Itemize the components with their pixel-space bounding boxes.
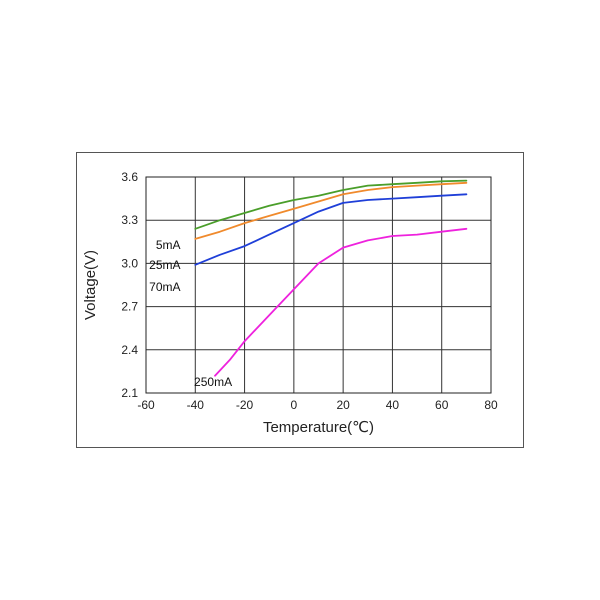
y-tick-label: 3.0 xyxy=(121,256,138,270)
x-tick-label: 20 xyxy=(336,398,350,412)
x-tick-label: -20 xyxy=(236,398,254,412)
line-chart: -60 -40 -20 0 20 40 60 80 2.1 2.4 2.7 3.0 3.3 3.6 5mA… xyxy=(82,170,498,436)
gridlines xyxy=(146,177,491,393)
tick-labels: -60 -40 -20 0 20 40 60 80 2.1 2.4 2.7 3.0 3.3 3.6 xyxy=(121,170,498,412)
y-tick-label: 3.3 xyxy=(121,213,138,227)
series-label-5ma: 5mA xyxy=(156,238,181,252)
x-tick-label: -40 xyxy=(187,398,205,412)
x-tick-label: -60 xyxy=(137,398,155,412)
series-line-25ma xyxy=(194,181,468,240)
series-label-70ma: 70mA xyxy=(149,280,180,294)
series-label-25ma: 25mA xyxy=(149,258,180,272)
series-line-250ma xyxy=(214,227,468,377)
series-line-70ma xyxy=(194,193,468,266)
y-tick-label: 2.1 xyxy=(121,386,138,400)
x-tick-label: 40 xyxy=(386,398,400,412)
y-tick-label: 2.7 xyxy=(121,300,138,314)
series-line-5ma xyxy=(194,179,468,230)
chart-figure: -60 -40 -20 0 20 40 60 80 2.1 2.4 2.7 3.0 3.3 3.6 5mA… xyxy=(76,152,524,448)
series-labels: 5mA 25mA 70mA 250mA xyxy=(149,238,232,389)
series-lines xyxy=(194,179,468,377)
y-tick-label: 3.6 xyxy=(121,170,138,184)
x-axis-title: Temperature(℃) xyxy=(263,419,374,436)
plot-area-frame xyxy=(145,176,492,394)
y-tick-label: 2.4 xyxy=(121,343,138,357)
series-label-250ma: 250mA xyxy=(194,375,232,389)
y-axis-title: Voltage(V) xyxy=(82,250,99,320)
x-tick-label: 60 xyxy=(435,398,449,412)
x-tick-label: 0 xyxy=(291,398,298,412)
x-tick-label: 80 xyxy=(484,398,498,412)
